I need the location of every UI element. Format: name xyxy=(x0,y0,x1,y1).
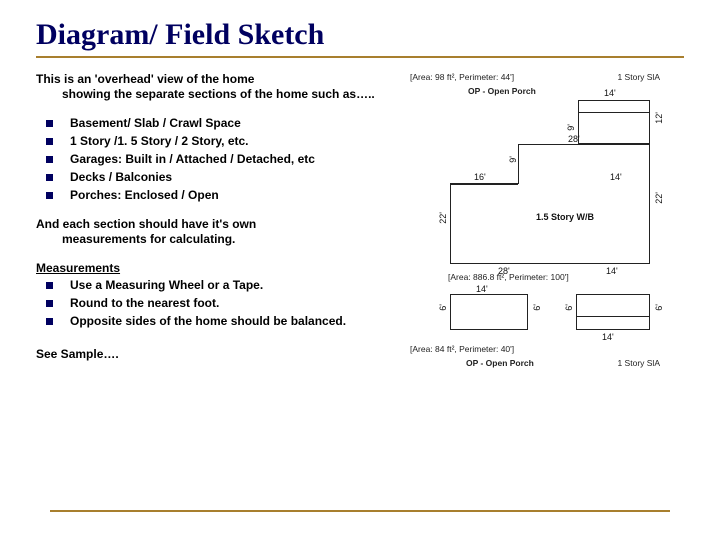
dim-bot-lh2: 6' xyxy=(532,304,542,311)
see-sample-text: See Sample…. xyxy=(36,347,396,362)
annot-type-bot: 1 Story SlA xyxy=(617,358,660,368)
label-main-center: 1.5 Story W/B xyxy=(536,212,594,222)
dim-mid-hl: 22' xyxy=(438,212,448,224)
bot-left-box xyxy=(450,294,528,330)
dim-mid-notch-w: 14' xyxy=(610,172,622,182)
label-op-bot: OP - Open Porch xyxy=(466,358,534,368)
measurements-list: Use a Measuring Wheel or a Tape. Round t… xyxy=(36,278,396,329)
notch-right xyxy=(518,144,519,184)
dim-mid-wr: 28' xyxy=(568,134,580,144)
dim-bot-rhr: 6' xyxy=(654,304,664,311)
intro-line-1: This is an 'overhead' view of the home xyxy=(36,72,254,86)
mid-line-2: measurements for calculating. xyxy=(36,232,396,247)
top-porch-inner-line xyxy=(578,112,650,113)
list-item: Use a Measuring Wheel or a Tape. xyxy=(36,278,396,293)
list-item: 1 Story /1. 5 Story / 2 Story, etc. xyxy=(36,134,396,149)
list-item: Porches: Enclosed / Open xyxy=(36,188,396,203)
dim-bot-rw: 14' xyxy=(602,332,614,342)
list-item: Basement/ Slab / Crawl Space xyxy=(36,116,396,131)
dim-mid-bot-l: 28' xyxy=(498,266,510,276)
main-left-wall xyxy=(450,184,451,264)
dim-bot-rhl: 6' xyxy=(564,304,574,311)
intro-paragraph: This is an 'overhead' view of the home s… xyxy=(36,72,396,102)
bot-right-box xyxy=(576,294,650,330)
notch-bottom xyxy=(450,184,518,185)
title-divider xyxy=(36,56,684,58)
diagram-column: [Area: 98 ft², Perimeter: 44'] 1 Story S… xyxy=(408,72,684,432)
bot-right-inner xyxy=(576,316,650,317)
measurements-heading: Measurements xyxy=(36,261,396,276)
list-item: Garages: Built in / Attached / Detached,… xyxy=(36,152,396,167)
dim-mid-wl: 16' xyxy=(474,172,486,182)
intro-line-2: showing the separate sections of the hom… xyxy=(36,87,396,102)
list-item: Decks / Balconies xyxy=(36,170,396,185)
mid-paragraph: And each section should have it's own me… xyxy=(36,217,396,247)
annot-area-top: [Area: 98 ft², Perimeter: 44'] xyxy=(410,72,514,82)
page-title: Diagram/ Field Sketch xyxy=(36,18,684,52)
dim-mid-hr: 22' xyxy=(654,192,664,204)
dim-top-height-left: 9' xyxy=(566,124,576,131)
label-op-top: OP - Open Porch xyxy=(468,86,536,96)
field-sketch-diagram: [Area: 98 ft², Perimeter: 44'] 1 Story S… xyxy=(408,72,678,432)
dim-bot-lh: 6' xyxy=(438,304,448,311)
dim-top-width: 14' xyxy=(604,88,616,98)
sections-list: Basement/ Slab / Crawl Space 1 Story /1.… xyxy=(36,116,396,203)
mid-line-1: And each section should have it's own xyxy=(36,217,256,231)
annot-area-bot: [Area: 84 ft², Perimeter: 40'] xyxy=(410,344,514,354)
list-item: Round to the nearest foot. xyxy=(36,296,396,311)
top-porch-box xyxy=(578,100,650,144)
footer-divider xyxy=(50,510,670,512)
list-item: Opposite sides of the home should be bal… xyxy=(36,314,396,329)
dim-bot-lw: 14' xyxy=(476,284,488,294)
annot-type-top: 1 Story SlA xyxy=(617,72,660,82)
dim-top-height-right: 12' xyxy=(654,112,664,124)
dim-mid-bot-r: 14' xyxy=(606,266,618,276)
text-column: This is an 'overhead' view of the home s… xyxy=(36,72,396,432)
dim-mid-notch-h: 9' xyxy=(508,156,518,163)
